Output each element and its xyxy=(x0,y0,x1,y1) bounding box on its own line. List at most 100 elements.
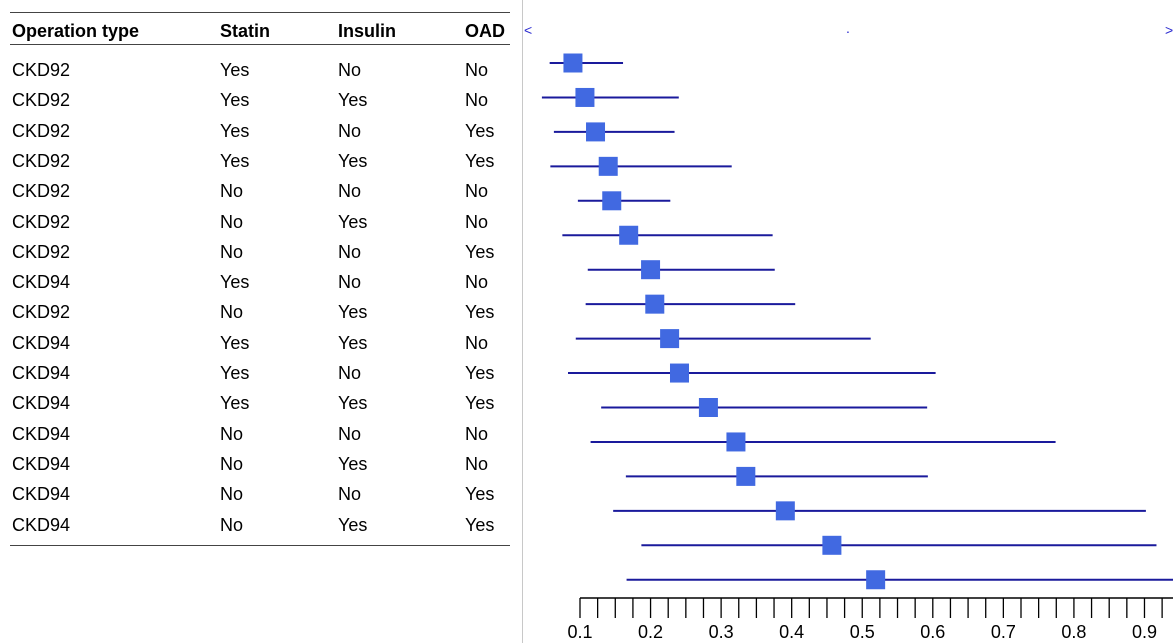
cell-statin: Yes xyxy=(220,393,250,414)
cell-oad: Yes xyxy=(465,393,495,414)
cell-insulin: Yes xyxy=(338,90,368,111)
cell-operation-type: CKD94 xyxy=(12,453,71,474)
cell-insulin: Yes xyxy=(338,514,368,535)
cell-statin: Yes xyxy=(220,332,250,353)
cell-statin: Yes xyxy=(220,60,250,80)
cell-statin: Yes xyxy=(220,120,250,141)
table-plot-divider xyxy=(522,0,523,643)
table-top-rule xyxy=(10,12,510,13)
x-tick-label: 0.8 xyxy=(1061,622,1086,642)
cell-oad: No xyxy=(465,211,489,232)
plot-marks xyxy=(541,53,1173,590)
cell-insulin: No xyxy=(338,484,362,505)
cell-statin: No xyxy=(220,514,244,535)
point-estimate-marker xyxy=(563,53,583,73)
x-tick-label: 0.7 xyxy=(991,622,1016,642)
cell-oad: Yes xyxy=(465,150,495,171)
cell-operation-type: CKD94 xyxy=(12,332,71,353)
point-estimate-marker xyxy=(619,225,639,245)
point-estimate-marker xyxy=(669,363,689,383)
cell-operation-type: CKD94 xyxy=(12,272,71,293)
cell-statin: No xyxy=(220,423,244,444)
cell-operation-type: CKD92 xyxy=(12,241,71,262)
cell-statin: Yes xyxy=(220,272,250,293)
cell-insulin: Yes xyxy=(338,332,368,353)
point-estimate-marker xyxy=(726,432,746,452)
cell-operation-type: CKD92 xyxy=(12,181,71,202)
cell-oad: Yes xyxy=(465,484,495,505)
cell-insulin: Yes xyxy=(338,302,368,323)
cell-statin: No xyxy=(220,211,244,232)
x-tick-label: 0.3 xyxy=(709,622,734,642)
cell-operation-type: CKD92 xyxy=(12,150,71,171)
point-estimate-marker xyxy=(586,122,606,142)
point-estimate-marker xyxy=(645,294,665,314)
cell-insulin: No xyxy=(338,181,362,202)
scroll-right-arrow[interactable]: > xyxy=(1165,22,1173,38)
scroll-center-dot: . xyxy=(846,20,850,36)
header-oad: OAD xyxy=(465,21,505,41)
cell-operation-type: CKD94 xyxy=(12,484,71,505)
scroll-left-arrow[interactable]: < xyxy=(524,22,532,38)
cell-insulin: No xyxy=(338,120,362,141)
cell-oad: Yes xyxy=(465,302,495,323)
point-estimate-marker xyxy=(575,87,595,107)
cell-oad: Yes xyxy=(465,120,495,141)
cell-oad: No xyxy=(465,181,489,202)
x-tick-label: 0.4 xyxy=(779,622,804,642)
point-estimate-marker xyxy=(775,501,795,521)
cell-oad: Yes xyxy=(465,241,495,262)
cell-insulin: Yes xyxy=(338,150,368,171)
header-operation-type: Operation type xyxy=(12,21,140,41)
cell-statin: No xyxy=(220,241,244,262)
point-estimate-marker xyxy=(736,466,756,486)
header-statin: Statin xyxy=(220,21,271,41)
table-bottom-rule xyxy=(10,545,510,546)
cell-oad: No xyxy=(465,272,489,293)
point-estimate-marker xyxy=(822,535,842,555)
table-header-rule xyxy=(10,44,510,45)
cell-operation-type: CKD94 xyxy=(12,393,71,414)
point-estimate-marker xyxy=(598,156,618,176)
cell-insulin: Yes xyxy=(338,211,368,232)
cell-operation-type: CKD92 xyxy=(12,120,71,141)
cell-insulin: No xyxy=(338,272,362,293)
cell-oad: No xyxy=(465,90,489,111)
cell-statin: Yes xyxy=(220,150,250,171)
cell-statin: No xyxy=(220,453,244,474)
x-tick-label: 0.9 xyxy=(1132,622,1157,642)
cell-insulin: No xyxy=(338,363,362,383)
cell-insulin: Yes xyxy=(338,453,368,474)
cell-insulin: No xyxy=(338,241,362,262)
point-estimate-marker xyxy=(641,260,661,280)
cell-oad: No xyxy=(465,423,489,444)
cell-statin: Yes xyxy=(220,363,250,383)
cell-statin: No xyxy=(220,484,244,505)
cell-insulin: No xyxy=(338,423,362,444)
cell-oad: Yes xyxy=(465,514,495,535)
cell-statin: Yes xyxy=(220,90,250,111)
cell-insulin: No xyxy=(338,60,362,80)
cell-statin: No xyxy=(220,302,244,323)
cell-operation-type: CKD94 xyxy=(12,363,71,383)
x-axis: 0.1 0.2 0.3 0.4 0.5 0.6 0.7 0.8 0.9 xyxy=(567,597,1173,642)
cell-oad: Yes xyxy=(465,363,495,383)
cell-operation-type: CKD92 xyxy=(12,60,71,80)
x-tick-label: 0.1 xyxy=(567,622,592,642)
cell-oad: No xyxy=(465,453,489,474)
cell-insulin: Yes xyxy=(338,393,368,414)
point-estimate-marker xyxy=(602,191,622,211)
cell-operation-type: CKD94 xyxy=(12,423,71,444)
point-estimate-marker xyxy=(660,329,680,349)
x-tick-label: 0.2 xyxy=(638,622,663,642)
header-insulin: Insulin xyxy=(338,21,396,41)
point-estimate-marker xyxy=(698,398,718,417)
x-tick-label: 0.5 xyxy=(850,622,875,642)
cell-oad: No xyxy=(465,332,489,353)
cell-statin: No xyxy=(220,181,244,202)
point-estimate-marker xyxy=(866,570,886,590)
x-tick-label: 0.6 xyxy=(920,622,945,642)
cell-operation-type: CKD94 xyxy=(12,514,71,535)
cell-operation-type: CKD92 xyxy=(12,302,71,323)
